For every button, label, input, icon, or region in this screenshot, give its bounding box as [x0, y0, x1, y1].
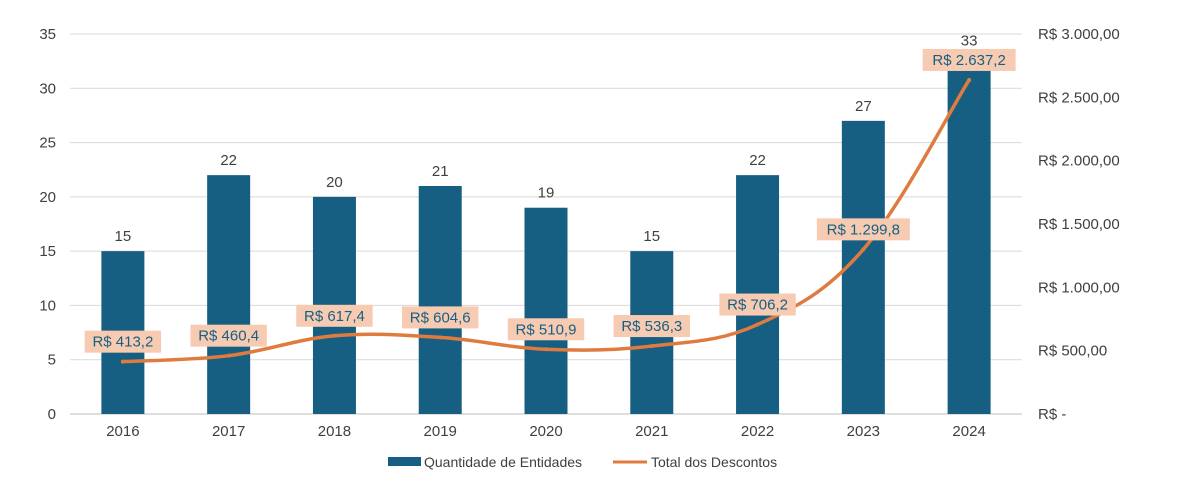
x-tick-label: 2018	[318, 423, 351, 440]
legend: Quantidade de Entidades Total dos Descon…	[388, 454, 777, 470]
line-value-label: R$ 604,6	[410, 309, 471, 326]
left-tick-label: 20	[39, 189, 56, 206]
left-tick-label: 25	[39, 135, 56, 152]
x-tick-label: 2021	[635, 423, 668, 440]
x-axis: 2016 2017 2018 2019 2020 2021 2022 2023 2024	[106, 423, 986, 440]
legend-label-entidades: Quantidade de Entidades	[424, 454, 582, 470]
line-series-path	[121, 78, 971, 364]
bar-value-label: 22	[220, 152, 237, 169]
line-label-box	[816, 218, 910, 241]
line-point	[120, 359, 125, 364]
line-value-callout: R$ 1.299,8	[816, 218, 910, 241]
line-point	[755, 322, 760, 327]
bar-data-labels: 15 22 20 21 19 15 22 27 33	[115, 33, 978, 245]
x-tick-label: 2019	[424, 423, 457, 440]
line-point	[967, 77, 972, 82]
right-y-axis: R$ - R$ 500,00 R$ 1.000,00 R$ 1.500,00 R$ 2.…	[1038, 26, 1120, 423]
bar-value-label: 33	[961, 33, 978, 50]
right-tick-label: R$ -	[1038, 406, 1066, 423]
bar-value-label: 27	[855, 98, 872, 115]
bar-value-label: 22	[749, 152, 766, 169]
line-series	[120, 77, 972, 364]
line-value-callout: R$ 617,4	[296, 304, 373, 327]
x-tick-label: 2023	[847, 423, 880, 440]
x-tick-label: 2016	[106, 423, 139, 440]
line-point	[438, 335, 443, 340]
bar	[841, 120, 885, 414]
left-tick-label: 10	[39, 297, 56, 314]
bar-value-label: 19	[538, 185, 555, 202]
left-tick-label: 0	[48, 406, 56, 423]
left-tick-label: 30	[39, 80, 56, 97]
line-value-label: R$ 460,4	[198, 328, 259, 345]
bar	[947, 55, 991, 414]
line-value-label: R$ 617,4	[304, 308, 365, 325]
right-tick-label: R$ 500,00	[1038, 343, 1107, 360]
right-tick-label: R$ 1.000,00	[1038, 279, 1120, 296]
line-value-callout: R$ 604,6	[402, 306, 479, 329]
line-value-callout: R$ 536,3	[613, 315, 690, 338]
right-tick-label: R$ 1.500,00	[1038, 216, 1120, 233]
left-y-axis: 0 5 10 15 20 25 30 35	[39, 26, 56, 423]
line-label-box	[719, 293, 796, 316]
bar	[207, 175, 251, 414]
line-value-callout: R$ 706,2	[719, 293, 796, 316]
left-tick-label: 15	[39, 243, 56, 260]
line-label-box	[190, 324, 267, 347]
x-tick-label: 2022	[741, 423, 774, 440]
line-value-callout: R$ 460,4	[190, 324, 267, 347]
line-point	[649, 344, 654, 349]
line-label-box	[84, 330, 162, 353]
bar-value-label: 15	[115, 228, 132, 245]
bar-value-label: 21	[432, 163, 449, 180]
line-value-label: R$ 1.299,8	[827, 221, 900, 238]
bar	[524, 207, 568, 414]
line-value-label: R$ 413,2	[92, 334, 153, 351]
line-point	[226, 353, 231, 358]
line-value-callout: R$ 413,2	[84, 330, 162, 353]
line-label-box	[613, 315, 690, 338]
x-tick-label: 2017	[212, 423, 245, 440]
left-tick-label: 5	[48, 352, 56, 369]
line-point	[332, 333, 337, 338]
right-tick-label: R$ 3.000,00	[1038, 26, 1120, 43]
bar-value-label: 15	[643, 228, 660, 245]
line-data-labels: R$ 413,2 R$ 460,4 R$ 617,4 R$ 604,6 R$ 510,9…	[84, 48, 1016, 353]
bar	[418, 186, 462, 414]
line-value-callout: R$ 510,9	[507, 318, 585, 341]
line-value-label: R$ 2.637,2	[932, 52, 1005, 69]
line-label-box	[402, 306, 479, 329]
x-tick-label: 2020	[529, 423, 562, 440]
line-point	[861, 247, 866, 252]
line-value-label: R$ 510,9	[516, 321, 577, 338]
x-tick-label: 2024	[952, 423, 985, 440]
legend-swatch-entidades	[388, 457, 421, 466]
left-tick-label: 35	[39, 26, 56, 43]
right-tick-label: R$ 2.000,00	[1038, 153, 1120, 170]
right-tick-label: R$ 2.500,00	[1038, 89, 1120, 106]
line-value-callout: R$ 2.637,2	[922, 48, 1016, 71]
line-label-box	[296, 304, 373, 327]
legend-label-descontos: Total dos Descontos	[651, 454, 777, 470]
bar-value-label: 20	[326, 174, 343, 191]
line-value-label: R$ 536,3	[621, 318, 682, 335]
line-point	[544, 347, 548, 352]
line-value-label: R$ 706,2	[727, 297, 788, 314]
line-label-box	[507, 318, 585, 341]
line-label-box	[922, 48, 1016, 71]
